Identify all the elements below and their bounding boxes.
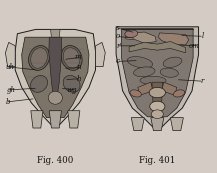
- Polygon shape: [15, 29, 95, 125]
- Polygon shape: [170, 118, 183, 131]
- Text: Fig. 401: Fig. 401: [139, 156, 176, 165]
- Text: uh: uh: [5, 63, 14, 71]
- Ellipse shape: [29, 45, 49, 70]
- Polygon shape: [49, 111, 61, 128]
- Polygon shape: [138, 82, 153, 95]
- Text: h: h: [77, 75, 81, 83]
- Ellipse shape: [31, 75, 48, 92]
- Polygon shape: [68, 111, 80, 128]
- Polygon shape: [116, 27, 199, 127]
- Polygon shape: [131, 118, 144, 131]
- Polygon shape: [31, 111, 43, 128]
- Ellipse shape: [160, 68, 178, 77]
- Text: c: c: [116, 57, 120, 65]
- Ellipse shape: [63, 48, 80, 68]
- Ellipse shape: [31, 48, 47, 68]
- Polygon shape: [49, 37, 62, 94]
- Ellipse shape: [134, 67, 155, 77]
- Text: gh: gh: [7, 86, 15, 94]
- Text: m: m: [75, 53, 81, 61]
- Polygon shape: [95, 42, 105, 67]
- Text: s: s: [116, 24, 120, 32]
- Text: b: b: [5, 98, 10, 106]
- Ellipse shape: [125, 30, 138, 37]
- Text: wg: wg: [67, 86, 77, 94]
- Ellipse shape: [173, 90, 185, 97]
- Ellipse shape: [149, 87, 165, 98]
- Polygon shape: [152, 82, 163, 103]
- Text: om: om: [189, 42, 200, 50]
- Ellipse shape: [61, 45, 82, 70]
- Text: o: o: [116, 32, 120, 40]
- Ellipse shape: [48, 91, 62, 104]
- Polygon shape: [122, 29, 193, 117]
- Text: Fig. 400: Fig. 400: [37, 156, 74, 165]
- Polygon shape: [158, 33, 189, 45]
- Ellipse shape: [151, 110, 163, 119]
- Text: r': r': [116, 42, 121, 50]
- Ellipse shape: [127, 57, 153, 68]
- Text: n: n: [77, 63, 81, 71]
- Polygon shape: [151, 118, 164, 131]
- Ellipse shape: [163, 57, 182, 67]
- Polygon shape: [162, 82, 177, 95]
- Ellipse shape: [63, 75, 80, 92]
- Ellipse shape: [140, 76, 166, 85]
- Polygon shape: [51, 29, 60, 37]
- Polygon shape: [126, 32, 156, 43]
- Ellipse shape: [130, 90, 141, 97]
- Text: r: r: [201, 77, 204, 85]
- Polygon shape: [22, 37, 89, 118]
- Ellipse shape: [150, 101, 165, 112]
- Polygon shape: [129, 42, 186, 53]
- Text: l: l: [202, 32, 204, 40]
- Polygon shape: [5, 42, 15, 67]
